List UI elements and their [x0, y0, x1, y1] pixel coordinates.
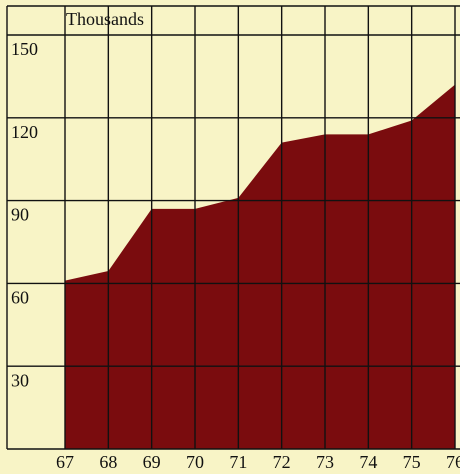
y-tick-label: 120 [11, 122, 38, 142]
area [65, 84, 455, 450]
x-tick-label: 72 [273, 452, 291, 472]
x-tick-label: 71 [229, 452, 247, 472]
y-tick-label: 90 [11, 205, 29, 225]
x-tick-label: 74 [359, 452, 377, 472]
y-axis-label: Thousands [66, 9, 144, 29]
y-tick-label: 150 [11, 39, 38, 59]
x-tick-label: 70 [186, 452, 204, 472]
y-tick-label: 60 [11, 288, 29, 308]
x-tick-label: 68 [99, 452, 117, 472]
x-tick-label: 67 [56, 452, 74, 472]
x-tick-label: 73 [316, 452, 334, 472]
y-tick-label: 30 [11, 370, 29, 390]
x-tick-label: 76 [446, 452, 460, 472]
x-tick-label: 69 [143, 452, 161, 472]
x-tick-label: 75 [403, 452, 421, 472]
